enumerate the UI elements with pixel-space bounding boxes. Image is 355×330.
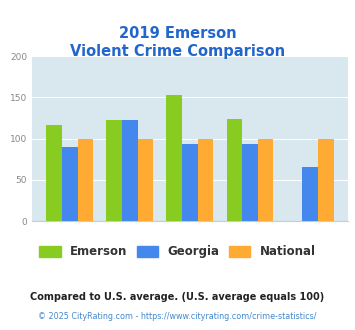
Bar <box>182 144 198 221</box>
Bar <box>318 139 334 221</box>
Bar <box>258 139 273 221</box>
Text: 2019 Emerson: 2019 Emerson <box>119 25 236 41</box>
Text: Compared to U.S. average. (U.S. average equals 100): Compared to U.S. average. (U.S. average … <box>31 292 324 302</box>
Text: Violent Crime Comparison: Violent Crime Comparison <box>70 44 285 59</box>
Text: © 2025 CityRating.com - https://www.cityrating.com/crime-statistics/: © 2025 CityRating.com - https://www.city… <box>38 312 317 321</box>
Bar <box>226 119 242 221</box>
Bar <box>122 120 138 221</box>
Bar <box>302 167 318 221</box>
Bar <box>138 139 153 221</box>
Bar <box>198 139 213 221</box>
Bar <box>77 139 93 221</box>
Bar <box>166 95 182 221</box>
Bar <box>46 125 62 221</box>
Bar <box>242 144 258 221</box>
Bar <box>62 147 77 221</box>
Legend: Emerson, Georgia, National: Emerson, Georgia, National <box>34 241 321 263</box>
Bar <box>106 120 122 221</box>
